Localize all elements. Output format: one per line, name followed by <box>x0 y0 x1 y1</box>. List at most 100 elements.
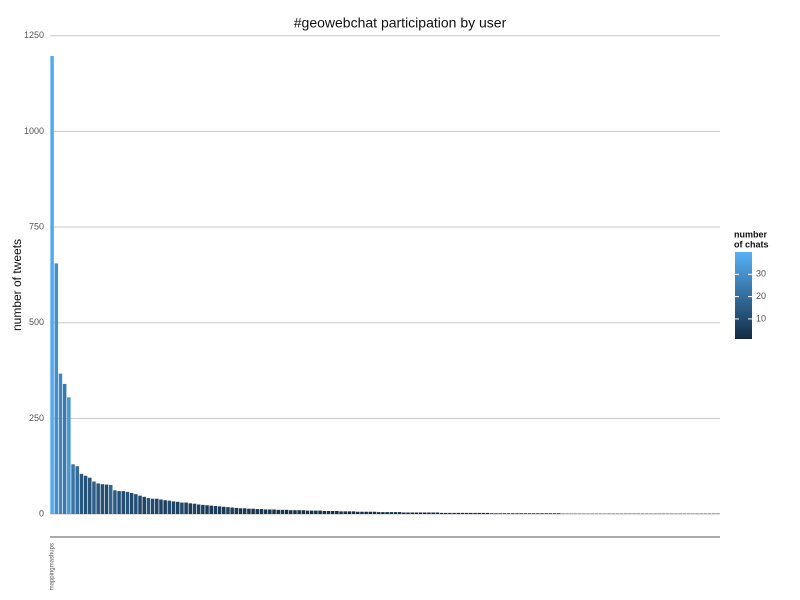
bar <box>502 513 507 515</box>
legend-colorbar <box>735 252 752 339</box>
y-tick-label: 750 <box>29 221 44 231</box>
legend-title: number <box>734 229 768 239</box>
legend-tick-label: 20 <box>756 291 766 301</box>
bar <box>335 510 339 515</box>
y-axis-label: number of tweets <box>10 239 24 331</box>
bar <box>263 509 268 515</box>
bar <box>460 512 465 515</box>
bar <box>389 512 394 515</box>
bar <box>222 506 226 515</box>
bar <box>209 505 213 515</box>
bar <box>527 513 532 515</box>
bar <box>406 512 410 515</box>
bar <box>272 509 276 515</box>
bar <box>83 475 88 515</box>
bar <box>393 512 398 515</box>
bar <box>255 509 260 515</box>
bar <box>343 511 347 515</box>
bar <box>113 490 117 515</box>
bar <box>96 483 100 515</box>
bar <box>155 498 159 515</box>
bar <box>477 512 481 515</box>
bar <box>67 397 71 515</box>
bar <box>71 464 75 515</box>
bar <box>79 473 84 515</box>
y-tick-label: 1000 <box>24 126 44 136</box>
bar <box>356 511 360 515</box>
bar <box>175 501 180 515</box>
bar <box>485 512 490 515</box>
bar <box>117 491 121 515</box>
bar <box>326 510 331 515</box>
bar <box>523 513 528 515</box>
bar <box>180 502 184 515</box>
bar <box>75 466 79 515</box>
bar <box>54 263 59 515</box>
bar <box>548 513 553 515</box>
bar <box>376 512 381 515</box>
bar <box>62 383 67 515</box>
bar <box>188 503 193 515</box>
bar <box>134 494 138 515</box>
bar <box>494 513 498 515</box>
bar <box>339 511 343 515</box>
bar <box>309 510 314 515</box>
x-tick-label: mappingmashups <box>50 543 56 590</box>
bar <box>150 498 155 515</box>
bar <box>427 512 431 515</box>
bar <box>276 509 280 515</box>
bar <box>423 512 427 515</box>
bar <box>217 506 222 515</box>
bar <box>167 500 172 515</box>
y-tick-label: 250 <box>29 413 44 423</box>
bar <box>251 508 255 515</box>
bar <box>536 513 540 515</box>
bar <box>268 509 272 515</box>
bar <box>510 513 515 515</box>
bar <box>351 511 356 515</box>
bar <box>531 513 536 515</box>
bar <box>469 512 473 515</box>
bar <box>305 510 310 515</box>
bar <box>552 513 557 515</box>
bar <box>431 512 435 515</box>
bar <box>230 507 234 515</box>
bar <box>490 513 494 515</box>
bar <box>297 510 301 515</box>
bar <box>104 484 109 515</box>
legend-title: of chats <box>734 239 769 249</box>
bar <box>213 506 218 515</box>
bar <box>280 509 285 515</box>
bar <box>540 513 544 515</box>
bar <box>171 501 176 515</box>
bar <box>456 512 461 515</box>
bar <box>385 512 389 515</box>
chart-title: #geowebchat participation by user <box>294 15 507 31</box>
bar <box>301 510 306 515</box>
bar <box>452 512 456 515</box>
bar <box>293 510 297 515</box>
bar <box>121 491 126 515</box>
bar <box>347 511 352 515</box>
bar <box>439 512 444 515</box>
bar <box>163 500 167 515</box>
bar <box>100 484 105 515</box>
bar <box>418 512 423 515</box>
bar <box>360 511 364 515</box>
bar <box>372 511 377 515</box>
bar <box>138 495 142 515</box>
bar <box>473 512 477 515</box>
bar <box>238 508 243 515</box>
bar <box>397 512 402 515</box>
y-tick-label: 0 <box>39 508 44 518</box>
bar <box>314 510 318 515</box>
bar <box>481 512 486 515</box>
y-tick-label: 1250 <box>24 30 44 40</box>
bar <box>284 509 289 515</box>
bar <box>498 513 502 515</box>
bar <box>142 496 146 515</box>
bar <box>247 508 251 515</box>
legend-tick-label: 10 <box>756 313 766 323</box>
bar <box>129 492 134 515</box>
